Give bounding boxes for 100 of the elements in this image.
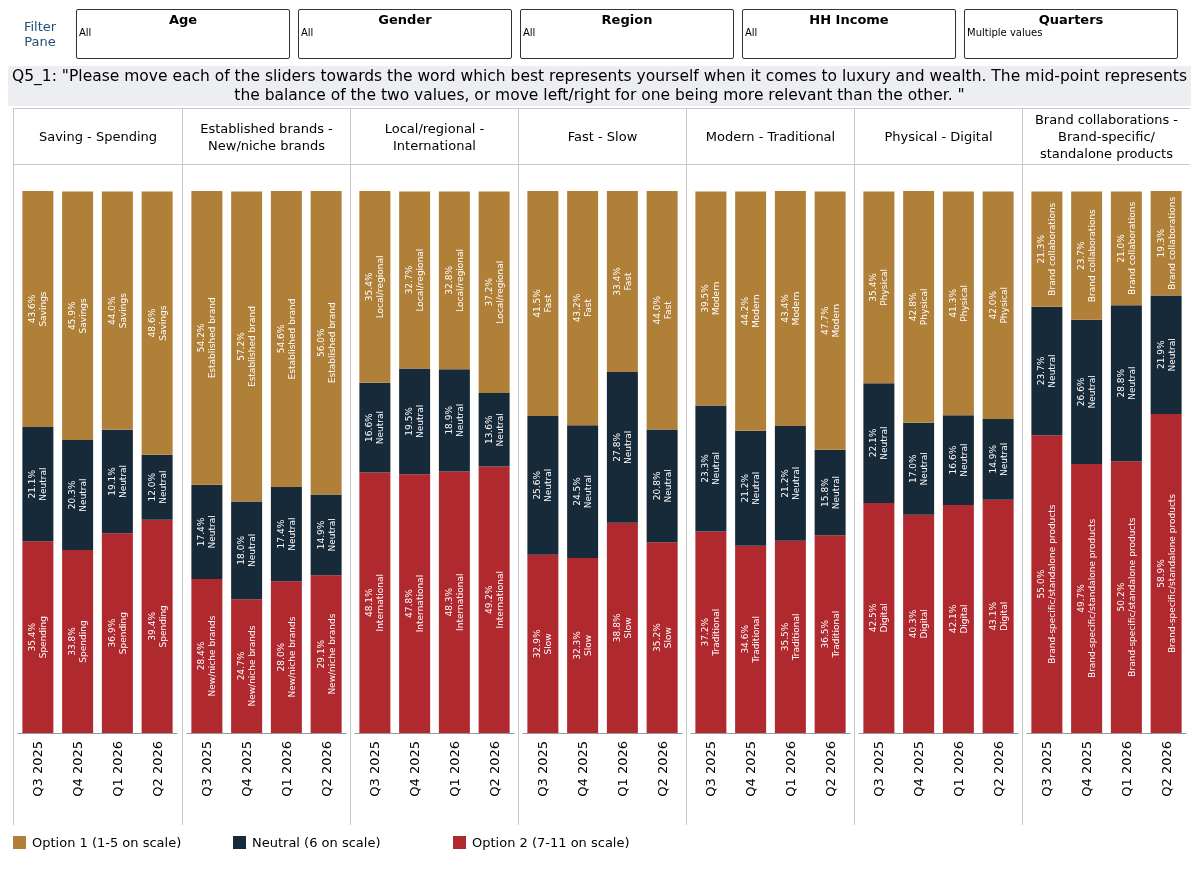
- bar: [399, 191, 431, 369]
- data-label: 21.3% Brand collaborations: [1036, 202, 1058, 296]
- data-label: 37.2% Traditional: [700, 608, 722, 657]
- x-tick-label: Q3 2025: [703, 741, 719, 797]
- bar: [774, 540, 806, 733]
- bar: [191, 484, 223, 580]
- data-label: 42.5% Digital: [868, 603, 890, 633]
- data-label: 23.7% Brand collaborations: [1076, 208, 1098, 303]
- bar: [735, 191, 767, 431]
- bar: [942, 191, 974, 416]
- data-label: 39.4% Spending: [146, 605, 168, 648]
- data-label: 28.4% New/niche brands: [196, 615, 218, 697]
- x-tick-label: Q3 2025: [199, 741, 215, 797]
- bar: [478, 191, 510, 393]
- data-label: 33.8% Spending: [67, 620, 89, 663]
- data-label: 56.0% Established brand: [315, 302, 337, 384]
- x-tick-label: Q4 2025: [1079, 741, 1095, 797]
- data-label: 58.9% Brand-specific/standalone products: [1155, 493, 1177, 654]
- bar: [141, 519, 173, 733]
- data-label: 55.0% Brand-specific/standalone products: [1036, 504, 1058, 664]
- data-label: 32.3% Slow: [572, 630, 594, 660]
- data-label: 21.2% Neutral: [740, 471, 762, 505]
- bar: [814, 449, 846, 536]
- bar: [1071, 463, 1103, 733]
- legend-label: Neutral (6 on scale): [252, 835, 381, 850]
- bar: [695, 531, 727, 733]
- bar: [359, 472, 391, 733]
- chart-title: Saving - Spending: [38, 128, 158, 145]
- bar: [270, 581, 302, 733]
- bar: [863, 502, 895, 733]
- bar: [646, 542, 678, 733]
- data-label: 20.8% Neutral: [651, 469, 673, 503]
- data-label: 13.6% Neutral: [483, 413, 505, 447]
- x-tick-label: Q1 2026: [109, 741, 125, 797]
- bar: [774, 191, 806, 426]
- bar: [231, 599, 263, 733]
- data-label: 18.0% Neutral: [236, 533, 258, 567]
- data-label: 41.3% Physical: [947, 285, 969, 322]
- bar: [735, 430, 767, 546]
- x-tick-label: Q2 2026: [318, 741, 334, 797]
- x-tick-label: Q3 2025: [535, 741, 551, 797]
- data-label: 43.4% Modern: [779, 291, 801, 326]
- data-label: 47.8% International: [404, 574, 426, 633]
- data-label: 21.1% Neutral: [27, 467, 49, 501]
- bar: [310, 575, 342, 733]
- x-tick-label: Q2 2026: [654, 741, 670, 797]
- bar: [478, 466, 510, 733]
- data-label: 17.0% Neutral: [908, 452, 930, 486]
- bar: [567, 425, 599, 558]
- chart-title: Established brands - New/niche brands: [199, 119, 334, 154]
- data-label: 32.9% Slow: [532, 629, 554, 659]
- data-label: 48.1% International: [364, 574, 386, 632]
- legend-label: Option 2 (7-11 on scale): [472, 835, 630, 850]
- data-label: 34.6% Traditional: [740, 615, 762, 664]
- bar: [270, 486, 302, 582]
- bar: [903, 422, 935, 515]
- x-tick-label: Q1 2026: [446, 741, 462, 797]
- data-label: 24.5% Neutral: [572, 474, 594, 509]
- x-tick-label: Q1 2026: [278, 741, 294, 797]
- data-label: 49.7% Brand-specific/standalone products: [1076, 518, 1098, 679]
- data-label: 44.2% Modern: [740, 294, 762, 329]
- x-tick-label: Q4 2025: [407, 741, 423, 797]
- text: Filter Pane: [22, 18, 58, 51]
- data-label: 35.4% Spending: [27, 616, 49, 659]
- bar: [1031, 435, 1063, 733]
- chart-title: Brand collaborations - Brand-specific/standalone products: [1033, 111, 1180, 162]
- x-tick-label: Q1 2026: [614, 741, 630, 797]
- data-label: 29.1% New/niche brands: [315, 613, 337, 695]
- data-label: 18.9% Neutral: [443, 403, 465, 437]
- bar: [863, 383, 895, 503]
- bar: [359, 191, 391, 383]
- bar: [22, 427, 54, 542]
- data-label: 54.2% Established brand: [196, 297, 218, 379]
- bar: [646, 191, 678, 430]
- bar: [438, 471, 470, 733]
- data-label: 17.4% Neutral: [196, 515, 218, 549]
- x-tick-label: Q3 2025: [30, 741, 46, 797]
- data-label: 37.2% Local/regional: [483, 260, 505, 324]
- chart-title: Modern - Traditional: [705, 128, 836, 145]
- bar: [101, 191, 133, 430]
- bar: [527, 554, 559, 733]
- bar: [22, 191, 54, 428]
- bar: [606, 191, 638, 373]
- x-tick-label: Q4 2025: [70, 741, 86, 797]
- bar: [231, 501, 263, 600]
- filter-field: Quarters Multiple values: [964, 9, 1178, 59]
- data-label: 43.2% Fast: [572, 293, 594, 323]
- data-label: 28.8% Neutral: [1115, 366, 1137, 400]
- data-label: 42.8% Physical: [908, 288, 930, 326]
- bar: [22, 541, 54, 733]
- bar: [814, 191, 846, 450]
- data-label: 21.2% Neutral: [779, 466, 801, 500]
- data-label: 48.3% International: [443, 573, 465, 631]
- bar: [527, 191, 559, 416]
- bar: [62, 191, 94, 441]
- bar: [903, 191, 935, 423]
- data-label: 14.9% Neutral: [987, 442, 1009, 476]
- bar: [606, 522, 638, 733]
- bar: [774, 425, 806, 541]
- data-label: 48.6% Savings: [146, 305, 168, 341]
